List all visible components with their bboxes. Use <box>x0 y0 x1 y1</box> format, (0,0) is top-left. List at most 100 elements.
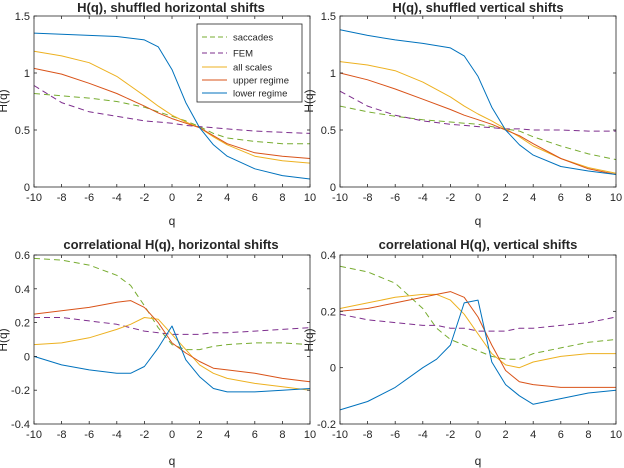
y-tick-label: 0 <box>330 182 336 194</box>
panel-title: H(q), shuffled horizontal shifts <box>77 0 265 15</box>
panel-correlational-vertical: correlational H(q), vertical shifts q H(… <box>302 237 622 468</box>
series-line-saccades <box>339 265 617 360</box>
axes-box <box>339 254 617 425</box>
x-tick-label: -4 <box>112 192 122 204</box>
panel-title: correlational H(q), vertical shifts <box>379 237 578 252</box>
y-tick-label: 1 <box>24 68 30 80</box>
x-tick-label: 6 <box>252 429 258 441</box>
y-tick-label: 1 <box>330 68 336 80</box>
y-axis-label: H(q) <box>0 89 10 112</box>
x-tick-label: 6 <box>558 192 564 204</box>
panel-title: H(q), shuffled vertical shifts <box>392 0 563 15</box>
x-tick-label: 2 <box>197 192 203 204</box>
x-tick-label: -2 <box>140 192 150 204</box>
x-tick-label: -8 <box>363 429 373 441</box>
x-axis-label: q <box>169 214 176 228</box>
x-tick-label: -6 <box>390 429 400 441</box>
x-tick-label: -10 <box>332 429 348 441</box>
y-tick-label: 1.5 <box>15 11 30 23</box>
axes-box <box>33 254 311 425</box>
legend-label-fem: FEM <box>233 49 253 60</box>
x-tick-label: 8 <box>585 429 591 441</box>
y-tick-label: 0 <box>330 363 336 375</box>
series-lines <box>339 29 617 175</box>
series-line-fem <box>339 90 616 132</box>
series-line-fem <box>339 313 617 332</box>
x-tick-label: 4 <box>530 429 536 441</box>
x-tick-label: 0 <box>169 429 175 441</box>
y-tick-label: 0.5 <box>15 125 30 137</box>
x-tick-label: 10 <box>610 429 622 441</box>
x-axis-label: q <box>475 454 482 468</box>
x-tick-label: 2 <box>503 192 509 204</box>
x-tick-label: 4 <box>224 429 230 441</box>
x-tick-label: 2 <box>503 429 509 441</box>
x-tick-label: 8 <box>279 429 285 441</box>
x-tick-label: -6 <box>390 192 400 204</box>
y-axis-label: H(q) <box>0 328 10 351</box>
x-tick-label: 6 <box>558 429 564 441</box>
y-tick-label: 0 <box>24 351 30 363</box>
y-tick-label: -0.2 <box>317 419 336 431</box>
y-tick-label: 0.6 <box>15 250 30 262</box>
y-tick-label: 0.4 <box>15 284 30 296</box>
x-tick-label: -2 <box>446 192 456 204</box>
x-tick-label: 6 <box>252 192 258 204</box>
series-line-upper-regime <box>33 67 311 159</box>
series-line-all-scales <box>33 50 311 164</box>
y-tick-label: 0.5 <box>321 125 336 137</box>
panel-correlational-horizontal: correlational H(q), horizontal shifts q … <box>0 237 316 468</box>
x-tick-label: -4 <box>418 429 428 441</box>
axes-box <box>339 15 617 188</box>
series-line-upper-regime <box>339 72 617 175</box>
series-line-fem <box>34 317 311 335</box>
x-tick-label: 8 <box>279 192 285 204</box>
x-tick-label: -4 <box>112 429 122 441</box>
series-line-saccades <box>33 93 310 145</box>
y-tick-label: 0 <box>24 182 30 194</box>
series-line-all-scales <box>339 293 616 369</box>
series-line-upper-regime <box>339 291 616 388</box>
y-tick-label: 0.4 <box>321 250 336 262</box>
x-tick-label: 10 <box>610 192 622 204</box>
series-line-lower-regime <box>33 32 311 180</box>
legend-label-lower-regime: lower regime <box>233 89 287 100</box>
y-tick-label: 0.2 <box>321 306 336 318</box>
x-tick-label: -4 <box>418 192 428 204</box>
series-line-all-scales <box>339 61 617 174</box>
x-tick-label: -8 <box>363 192 373 204</box>
series-line-lower-regime <box>33 325 311 393</box>
x-tick-label: -2 <box>446 429 456 441</box>
legend-label-all-scales: all scales <box>233 63 272 74</box>
series-lines <box>33 257 311 393</box>
legend: saccades FEM all scales upper regime low… <box>196 23 303 103</box>
x-tick-label: 10 <box>304 429 316 441</box>
y-axis-label: H(q) <box>302 328 316 351</box>
x-tick-label: 0 <box>475 429 481 441</box>
legend-label-saccades: saccades <box>233 33 273 44</box>
series-line-lower-regime <box>339 29 617 175</box>
x-tick-label: 0 <box>169 192 175 204</box>
y-tick-label: 0.2 <box>15 318 30 330</box>
series-line-saccades <box>33 257 311 351</box>
x-tick-label: -6 <box>84 192 94 204</box>
x-tick-label: 10 <box>304 192 316 204</box>
panel-shuffled-vertical: H(q), shuffled vertical shifts q H(q) -1… <box>302 0 622 228</box>
series-line-lower-regime <box>339 299 617 411</box>
x-tick-label: -10 <box>26 192 42 204</box>
x-tick-label: 0 <box>475 192 481 204</box>
x-tick-label: -8 <box>57 429 67 441</box>
series-line-saccades <box>339 105 617 161</box>
series-lines <box>339 265 617 411</box>
x-tick-label: 4 <box>224 192 230 204</box>
x-tick-label: -2 <box>140 429 150 441</box>
series-lines <box>33 32 311 180</box>
x-tick-label: -6 <box>84 429 94 441</box>
x-tick-label: 8 <box>585 192 591 204</box>
x-tick-label: 2 <box>197 429 203 441</box>
x-axis-label: q <box>475 214 482 228</box>
x-axis-label: q <box>169 454 176 468</box>
panel-shuffled-horizontal: H(q), shuffled horizontal shifts q H(q) … <box>0 0 316 228</box>
series-line-fem <box>33 85 311 134</box>
